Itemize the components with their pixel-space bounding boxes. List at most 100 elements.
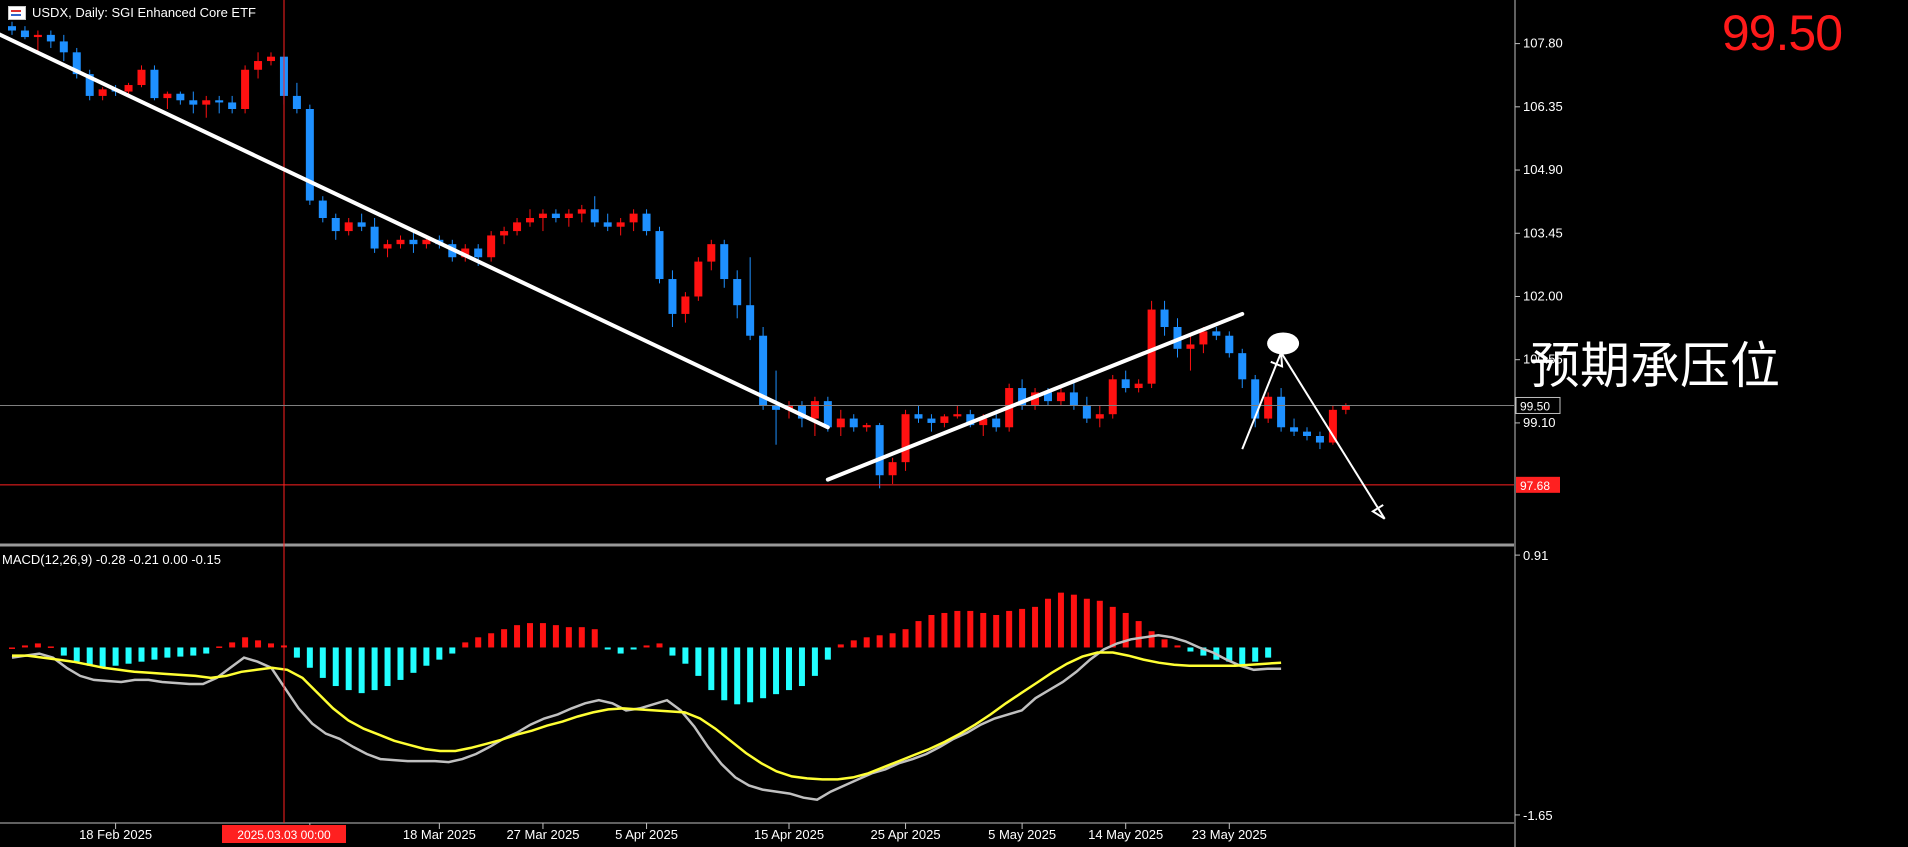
macd-histogram-bar: [863, 637, 870, 648]
support-level-box: [1516, 476, 1560, 493]
candle-body: [98, 89, 107, 96]
candle-body: [538, 213, 547, 218]
candle-body: [1160, 309, 1169, 327]
candle-body: [551, 213, 560, 218]
candle: [357, 213, 366, 232]
current-price-tag: 99.50: [1520, 399, 1550, 413]
candle-body: [20, 30, 29, 38]
candle-body: [655, 231, 664, 280]
macd-histogram-bar: [514, 625, 521, 648]
candle-body: [1018, 388, 1027, 406]
candle-body: [668, 279, 677, 314]
macd-histogram-bar: [552, 625, 559, 648]
candle: [538, 209, 547, 232]
support-level-tag: 97.68: [1520, 479, 1550, 493]
macd-histogram-bar: [980, 612, 987, 648]
candle: [1186, 335, 1195, 371]
candle-body: [862, 425, 871, 428]
macd-histogram-bar: [345, 647, 352, 691]
macd-histogram-bar: [34, 643, 41, 648]
candle: [228, 95, 237, 114]
macd-histogram-bar: [125, 647, 132, 664]
candle-body: [396, 239, 405, 245]
candle-body: [1341, 405, 1350, 410]
candle-body: [992, 418, 1001, 428]
candle-body: [1056, 392, 1065, 402]
macd-histogram-bar: [138, 647, 145, 662]
candle-body: [564, 213, 573, 218]
macd-histogram-bar: [190, 647, 197, 656]
candle-body: [1095, 414, 1104, 419]
candle: [383, 239, 392, 258]
candle-body: [1121, 379, 1130, 389]
candle-body: [1225, 335, 1234, 354]
chart-window-icon[interactable]: [8, 5, 26, 20]
candle-body: [577, 209, 586, 214]
candle: [1160, 300, 1169, 336]
macd-histogram-bar: [604, 647, 611, 650]
candle-body: [914, 414, 923, 419]
macd-histogram-bar: [1239, 647, 1246, 666]
candle: [720, 239, 729, 288]
candle-body: [1328, 409, 1337, 443]
macd-histogram-bar: [811, 647, 818, 676]
candle: [267, 52, 275, 66]
overlays: [0, 32, 1386, 520]
macd-histogram-bar: [539, 623, 546, 648]
macd-histogram-bar: [578, 627, 585, 648]
candle: [836, 409, 845, 436]
macd-histogram-bar: [876, 635, 883, 648]
candle-body: [163, 93, 172, 99]
candle: [577, 204, 586, 223]
macd-histogram-bar: [527, 623, 533, 648]
candle: [862, 422, 871, 432]
macd-histogram-bar: [21, 645, 28, 648]
macd-histogram-bar: [216, 646, 223, 648]
time-tick-label: 18 Mar 2025: [403, 827, 476, 842]
projection-up-line: [1241, 352, 1283, 450]
candle: [629, 209, 638, 232]
candle: [33, 30, 42, 53]
candle-body: [1315, 436, 1324, 443]
candle: [1341, 403, 1350, 415]
price-tick-label: 100.55: [1523, 352, 1563, 367]
candle-body: [526, 218, 534, 223]
macd-histogram-bar: [928, 614, 935, 648]
rising-support-line: [825, 311, 1245, 482]
macd-histogram-bar: [1019, 608, 1026, 648]
macd-histogram-bar: [47, 646, 54, 648]
macd-histogram-bar: [462, 642, 469, 648]
macd-histogram-bar: [915, 621, 922, 648]
candle-body: [927, 418, 936, 423]
candle-body: [500, 231, 509, 236]
signal-line: [12, 651, 1282, 781]
candle-body: [72, 52, 81, 75]
candle-body: [901, 414, 910, 463]
candle-body: [409, 239, 418, 245]
candle: [914, 405, 923, 423]
macd-histogram-bar: [1032, 606, 1039, 648]
candle: [1147, 300, 1156, 389]
candle-body: [331, 218, 340, 232]
macd-histogram-bar: [177, 647, 184, 657]
macd-histogram-bar: [889, 633, 896, 648]
candle: [176, 91, 185, 105]
candle-body: [305, 109, 314, 201]
macd-histogram-bar: [73, 647, 80, 662]
candle: [733, 270, 742, 319]
candle: [292, 82, 301, 114]
time-tick-label: 14 May 2025: [1088, 827, 1163, 842]
candle: [1108, 374, 1117, 419]
macd-histogram-bar: [902, 629, 909, 648]
macd-histogram-bar: [371, 647, 378, 691]
candle-body: [474, 248, 483, 258]
candle-body: [59, 41, 68, 53]
macd-histogram-bar: [734, 647, 741, 705]
candle: [85, 69, 94, 101]
candle: [215, 95, 224, 114]
candle: [163, 91, 172, 109]
candle-body: [1303, 431, 1311, 436]
time-tick-label: 27 Mar 2025: [506, 827, 579, 842]
macd-histogram-bar: [1161, 639, 1168, 648]
